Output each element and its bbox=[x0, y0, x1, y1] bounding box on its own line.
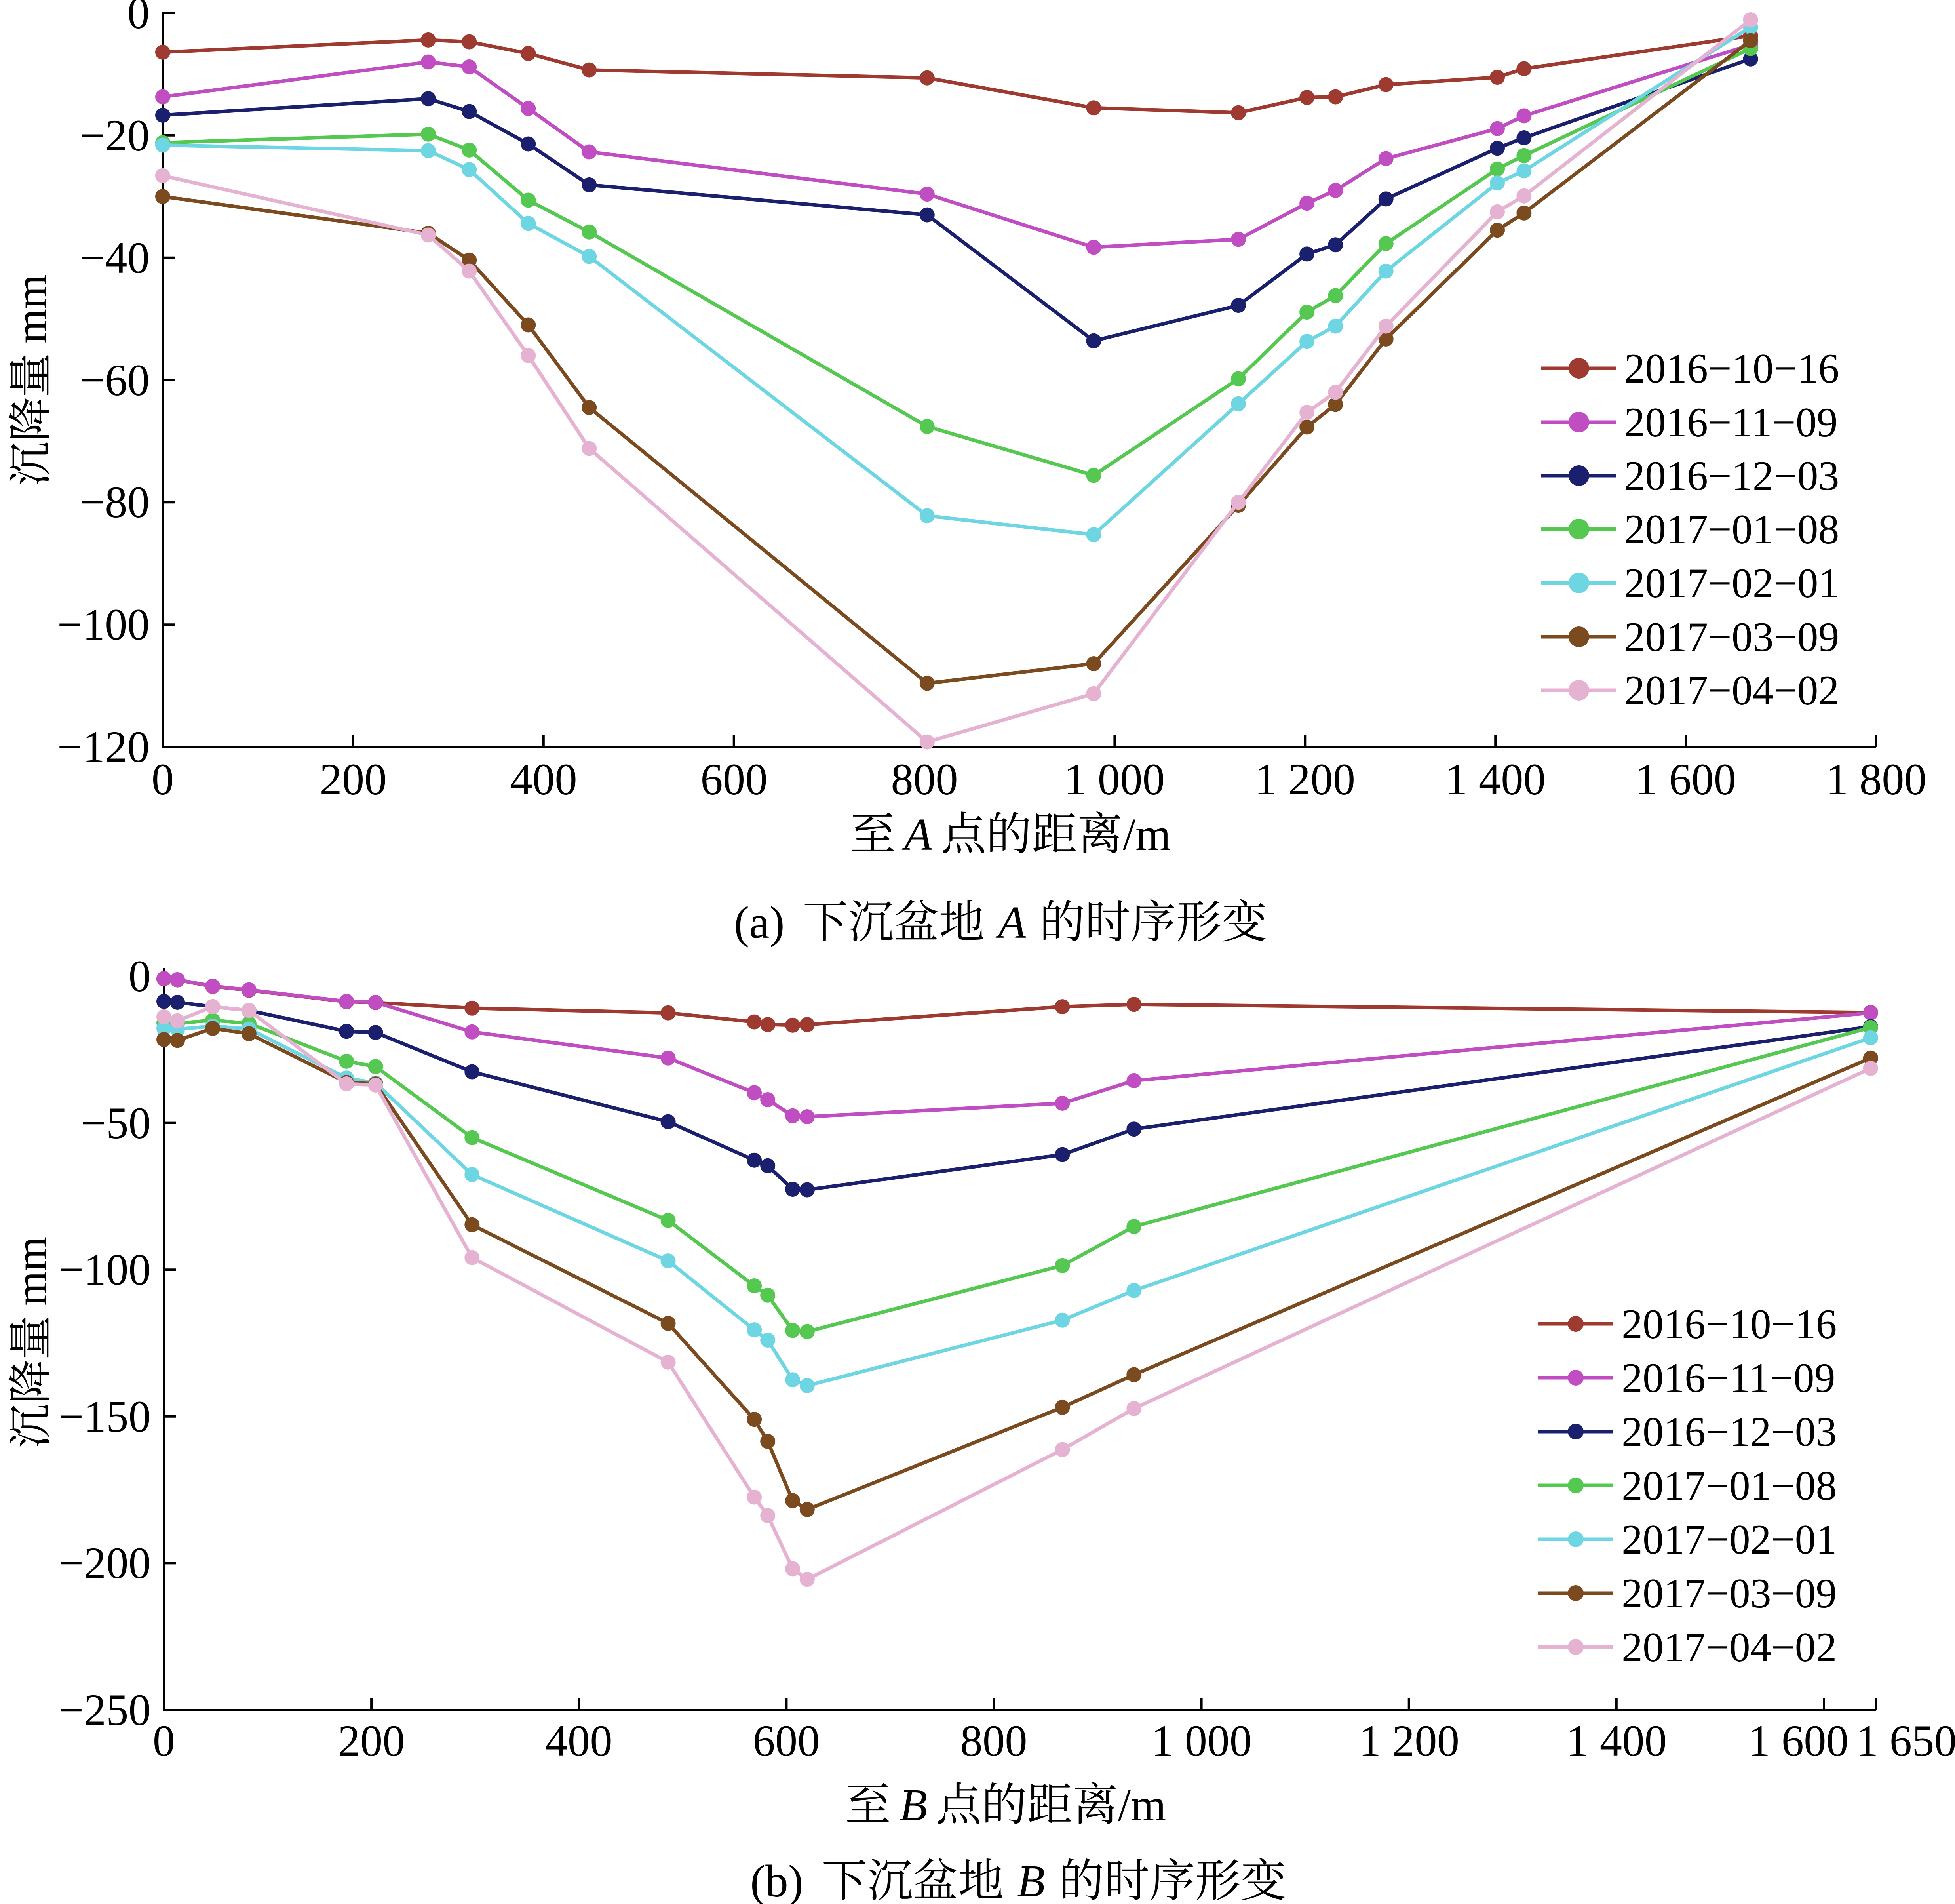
svg-text:−20: −20 bbox=[80, 111, 150, 160]
svg-text:1 000: 1 000 bbox=[1064, 755, 1165, 804]
svg-text:2017−01−08: 2017−01−08 bbox=[1622, 1462, 1837, 1509]
svg-text:2017−03−09: 2017−03−09 bbox=[1624, 614, 1839, 660]
svg-text:−100: −100 bbox=[57, 600, 150, 649]
svg-text:2017−04−02: 2017−04−02 bbox=[1622, 1624, 1837, 1670]
svg-text:400: 400 bbox=[545, 1716, 612, 1766]
svg-text:1 400: 1 400 bbox=[1566, 1716, 1667, 1766]
svg-text:mm: mm bbox=[7, 1237, 56, 1306]
svg-text:800: 800 bbox=[891, 755, 958, 804]
svg-text:−150: −150 bbox=[59, 1392, 151, 1441]
svg-text:0: 0 bbox=[129, 952, 151, 1001]
svg-text:1 800: 1 800 bbox=[1826, 755, 1926, 804]
svg-text:800: 800 bbox=[960, 1716, 1027, 1766]
svg-text:B: B bbox=[1017, 1856, 1045, 1904]
svg-text:B: B bbox=[900, 1780, 927, 1830]
svg-text:0: 0 bbox=[153, 1716, 175, 1766]
svg-text:2017−03−09: 2017−03−09 bbox=[1622, 1570, 1837, 1616]
svg-text:−40: −40 bbox=[80, 233, 150, 283]
svg-text:1 400: 1 400 bbox=[1445, 755, 1546, 804]
svg-text:1 200: 1 200 bbox=[1255, 755, 1355, 804]
svg-text:2017−01−08: 2017−01−08 bbox=[1624, 506, 1839, 552]
svg-text:−80: −80 bbox=[80, 478, 150, 527]
svg-text:/m: /m bbox=[1118, 1780, 1166, 1830]
svg-text:−50: −50 bbox=[81, 1099, 151, 1148]
svg-text:2017−02−01: 2017−02−01 bbox=[1624, 560, 1839, 606]
svg-text:A: A bbox=[901, 809, 932, 860]
svg-text:−200: −200 bbox=[59, 1538, 151, 1588]
svg-text:(a): (a) bbox=[734, 897, 785, 948]
svg-text:1 600: 1 600 bbox=[1636, 755, 1736, 804]
svg-text:(b): (b) bbox=[750, 1856, 803, 1904]
svg-text:2017−02−01: 2017−02−01 bbox=[1622, 1516, 1837, 1563]
svg-text:400: 400 bbox=[510, 755, 577, 804]
svg-text:2016−10−16: 2016−10−16 bbox=[1622, 1301, 1837, 1347]
svg-text:1 200: 1 200 bbox=[1359, 1716, 1459, 1766]
svg-text:1 600: 1 600 bbox=[1748, 1716, 1849, 1766]
svg-text:0: 0 bbox=[127, 0, 150, 38]
svg-text:mm: mm bbox=[7, 274, 56, 343]
svg-text:−120: −120 bbox=[57, 722, 150, 772]
svg-text:A: A bbox=[995, 897, 1026, 948]
svg-text:1 650: 1 650 bbox=[1856, 1716, 1955, 1766]
svg-text:−250: −250 bbox=[59, 1685, 151, 1735]
svg-text:200: 200 bbox=[338, 1716, 405, 1766]
svg-text:2016−12−03: 2016−12−03 bbox=[1622, 1409, 1837, 1455]
svg-text:−100: −100 bbox=[59, 1245, 151, 1295]
svg-text:2016−11−09: 2016−11−09 bbox=[1622, 1355, 1835, 1401]
svg-text:2017−04−02: 2017−04−02 bbox=[1624, 667, 1839, 714]
svg-text:600: 600 bbox=[753, 1716, 820, 1766]
svg-text:200: 200 bbox=[319, 755, 387, 804]
svg-text:1 000: 1 000 bbox=[1151, 1716, 1252, 1766]
svg-text:−60: −60 bbox=[80, 356, 150, 405]
svg-text:2016−12−03: 2016−12−03 bbox=[1624, 453, 1839, 499]
svg-text:2016−11−09: 2016−11−09 bbox=[1624, 399, 1838, 446]
svg-text:600: 600 bbox=[700, 755, 768, 804]
svg-text:2016−10−16: 2016−10−16 bbox=[1624, 345, 1839, 392]
svg-text:/m: /m bbox=[1123, 809, 1171, 860]
svg-text:0: 0 bbox=[152, 755, 174, 804]
